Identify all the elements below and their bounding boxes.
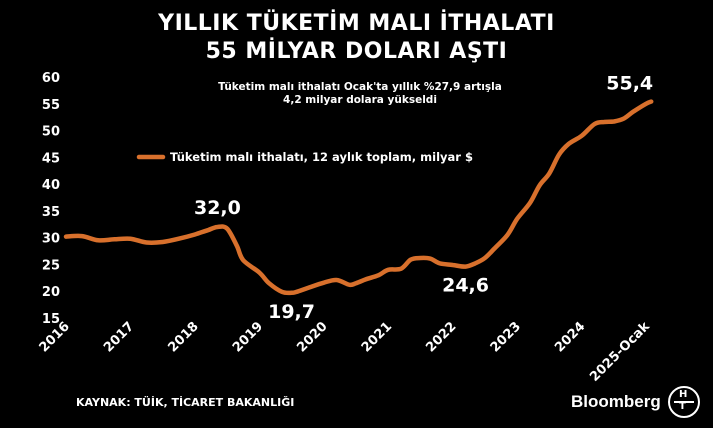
x-tick-label: 2023 xyxy=(488,319,524,355)
y-tick-label: 40 xyxy=(42,178,60,193)
x-tick-label: 2019 xyxy=(230,319,266,355)
data-label: 32,0 xyxy=(194,197,241,219)
subtitle-line2: 4,2 milyar dolara yükseldi xyxy=(283,94,437,106)
y-tick-label: 35 xyxy=(42,205,60,220)
y-axis: 15 20 25 30 35 40 45 50 55 60 xyxy=(42,71,60,327)
x-tick-label: 2022 xyxy=(423,319,459,355)
x-tick-label: 2025-Ocak xyxy=(587,319,653,385)
subtitle-line1: Tüketim malı ithalatı Ocak'ta yıllık %27… xyxy=(218,81,502,93)
logo-letter-top: H xyxy=(679,389,688,400)
series-group xyxy=(63,99,654,296)
x-tick-label: 2018 xyxy=(166,319,202,355)
y-tick-label: 60 xyxy=(42,71,60,86)
legend-label: Tüketim malı ithalatı, 12 aylık toplam, … xyxy=(170,150,473,164)
y-tick-label: 30 xyxy=(42,232,60,247)
data-label: 19,7 xyxy=(268,301,315,323)
ht-logo-icon: H T xyxy=(668,386,700,418)
y-tick-label: 50 xyxy=(42,125,60,140)
x-axis: 2016 2017 2018 2019 2020 2021 2022 2023 20242025… xyxy=(37,319,653,385)
legend: Tüketim malı ithalatı, 12 aylık toplam, … xyxy=(136,150,473,164)
data-label: 55,4 xyxy=(606,73,653,95)
source-note: KAYNAK: TÜİK, TİCARET BAKANLIĞI xyxy=(76,396,295,409)
x-tick-label: 2017 xyxy=(101,319,137,355)
y-tick-label: 15 xyxy=(42,312,60,327)
annotations: 32,0 19,7 24,6 55,4 xyxy=(194,73,653,323)
y-tick-label: 55 xyxy=(42,98,60,113)
logo-letter-bottom: T xyxy=(679,401,686,412)
x-tick-label: 2024 xyxy=(552,319,588,355)
y-tick-label: 20 xyxy=(42,285,60,300)
bloomberg-logo: Bloomberg xyxy=(571,392,661,411)
x-tick-label: 2020 xyxy=(294,319,330,355)
logo-divider xyxy=(674,401,694,403)
x-tick-label: 2021 xyxy=(359,319,395,355)
chart-title-line2: 55 MİLYAR DOLARI AŞTI xyxy=(205,39,508,64)
chart-title-line1: YILLIK TÜKETİM MALI İTHALATI xyxy=(158,11,555,36)
y-tick-label: 45 xyxy=(42,151,60,166)
data-label: 24,6 xyxy=(442,275,489,297)
y-tick-label: 25 xyxy=(42,258,60,273)
series-line xyxy=(63,99,654,296)
